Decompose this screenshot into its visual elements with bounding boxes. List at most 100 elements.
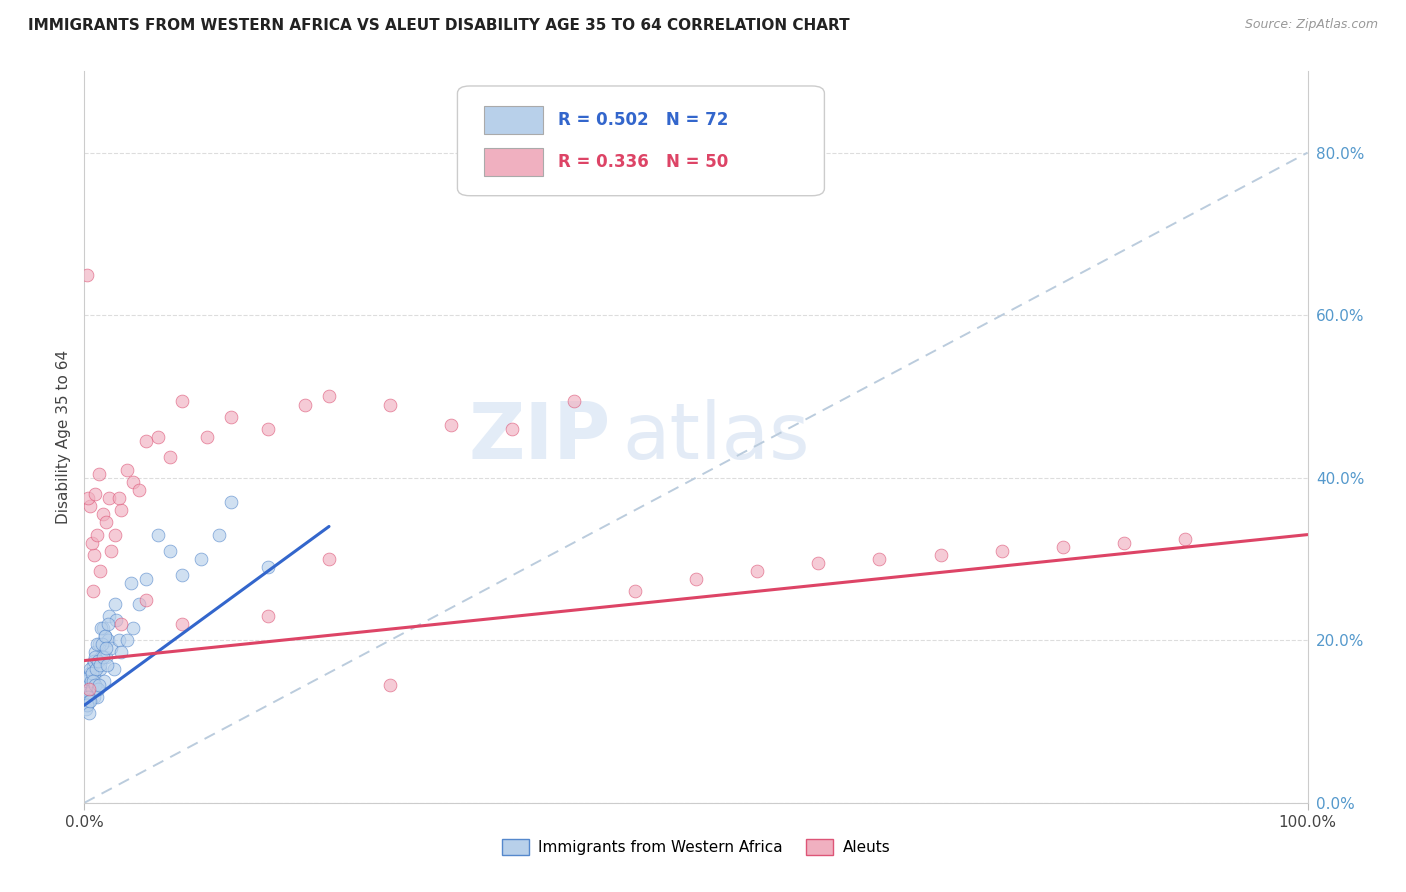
Point [929,548,952,562]
Point [80,678,103,692]
FancyBboxPatch shape [457,86,824,195]
Point [172,568,194,582]
FancyBboxPatch shape [484,147,543,176]
Point [107,633,129,648]
Point [97,608,120,623]
Text: ZIP: ZIP [468,399,610,475]
Point [128,597,150,611]
Point [100,641,122,656]
Point [83,649,105,664]
Point [110,503,132,517]
Point [90,621,112,635]
Point [89,662,111,676]
Point [91,621,114,635]
Point [1052,540,1074,554]
Point [76,673,98,688]
Point [91,637,114,651]
Point [87,637,110,651]
Point [84,678,107,692]
Point [97,491,120,505]
Point [135,572,157,586]
Point [87,678,110,692]
Point [89,657,111,672]
Point [257,608,280,623]
Point [747,564,769,578]
Point [103,662,125,676]
Point [294,398,316,412]
Point [77,681,100,696]
Point [869,552,891,566]
Point [89,564,111,578]
Point [440,417,463,432]
Point [93,629,115,643]
Point [97,617,120,632]
Point [107,491,129,505]
Point [172,617,194,632]
Point [84,487,107,501]
Point [76,698,98,713]
Point [75,702,97,716]
Point [76,686,98,700]
Point [562,393,585,408]
Point [94,641,117,656]
Point [159,544,181,558]
Point [77,670,100,684]
Point [77,706,100,721]
Point [83,654,105,668]
Point [87,654,110,668]
Point [79,665,101,680]
Point [97,633,120,648]
Point [110,645,132,659]
Legend: Immigrants from Western Africa, Aleuts: Immigrants from Western Africa, Aleuts [495,833,897,861]
Point [104,527,127,541]
Point [82,673,104,688]
Text: R = 0.336   N = 50: R = 0.336 N = 50 [558,153,728,170]
Point [991,544,1014,558]
Point [115,633,138,648]
Point [75,678,97,692]
Point [257,560,280,574]
Point [318,389,340,403]
Point [86,637,108,651]
Point [624,584,647,599]
Point [77,690,100,705]
Point [77,670,100,684]
Point [257,422,280,436]
Point [79,499,101,513]
FancyBboxPatch shape [484,105,543,134]
Point [86,527,108,541]
Point [77,694,100,708]
Point [318,552,340,566]
Point [79,662,101,676]
Point [77,681,100,696]
Point [208,527,231,541]
Point [135,592,157,607]
Point [82,657,104,672]
Point [83,670,105,684]
Point [380,678,402,692]
Text: Source: ZipAtlas.com: Source: ZipAtlas.com [1244,18,1378,31]
Point [77,491,100,505]
Y-axis label: Disability Age 35 to 64: Disability Age 35 to 64 [56,350,72,524]
Point [219,495,242,509]
Point [104,597,127,611]
Point [80,535,103,549]
Point [128,483,150,497]
Point [86,690,108,705]
Point [82,665,104,680]
Point [79,694,101,708]
Point [96,657,118,672]
Point [120,576,142,591]
Point [94,629,117,643]
Point [685,572,707,586]
Point [146,430,169,444]
Text: R = 0.502   N = 72: R = 0.502 N = 72 [558,111,728,129]
Point [80,681,103,696]
Point [190,552,212,566]
Point [195,430,218,444]
Point [91,649,114,664]
Point [219,409,242,424]
Point [86,681,108,696]
Point [82,584,104,599]
Point [84,662,107,676]
